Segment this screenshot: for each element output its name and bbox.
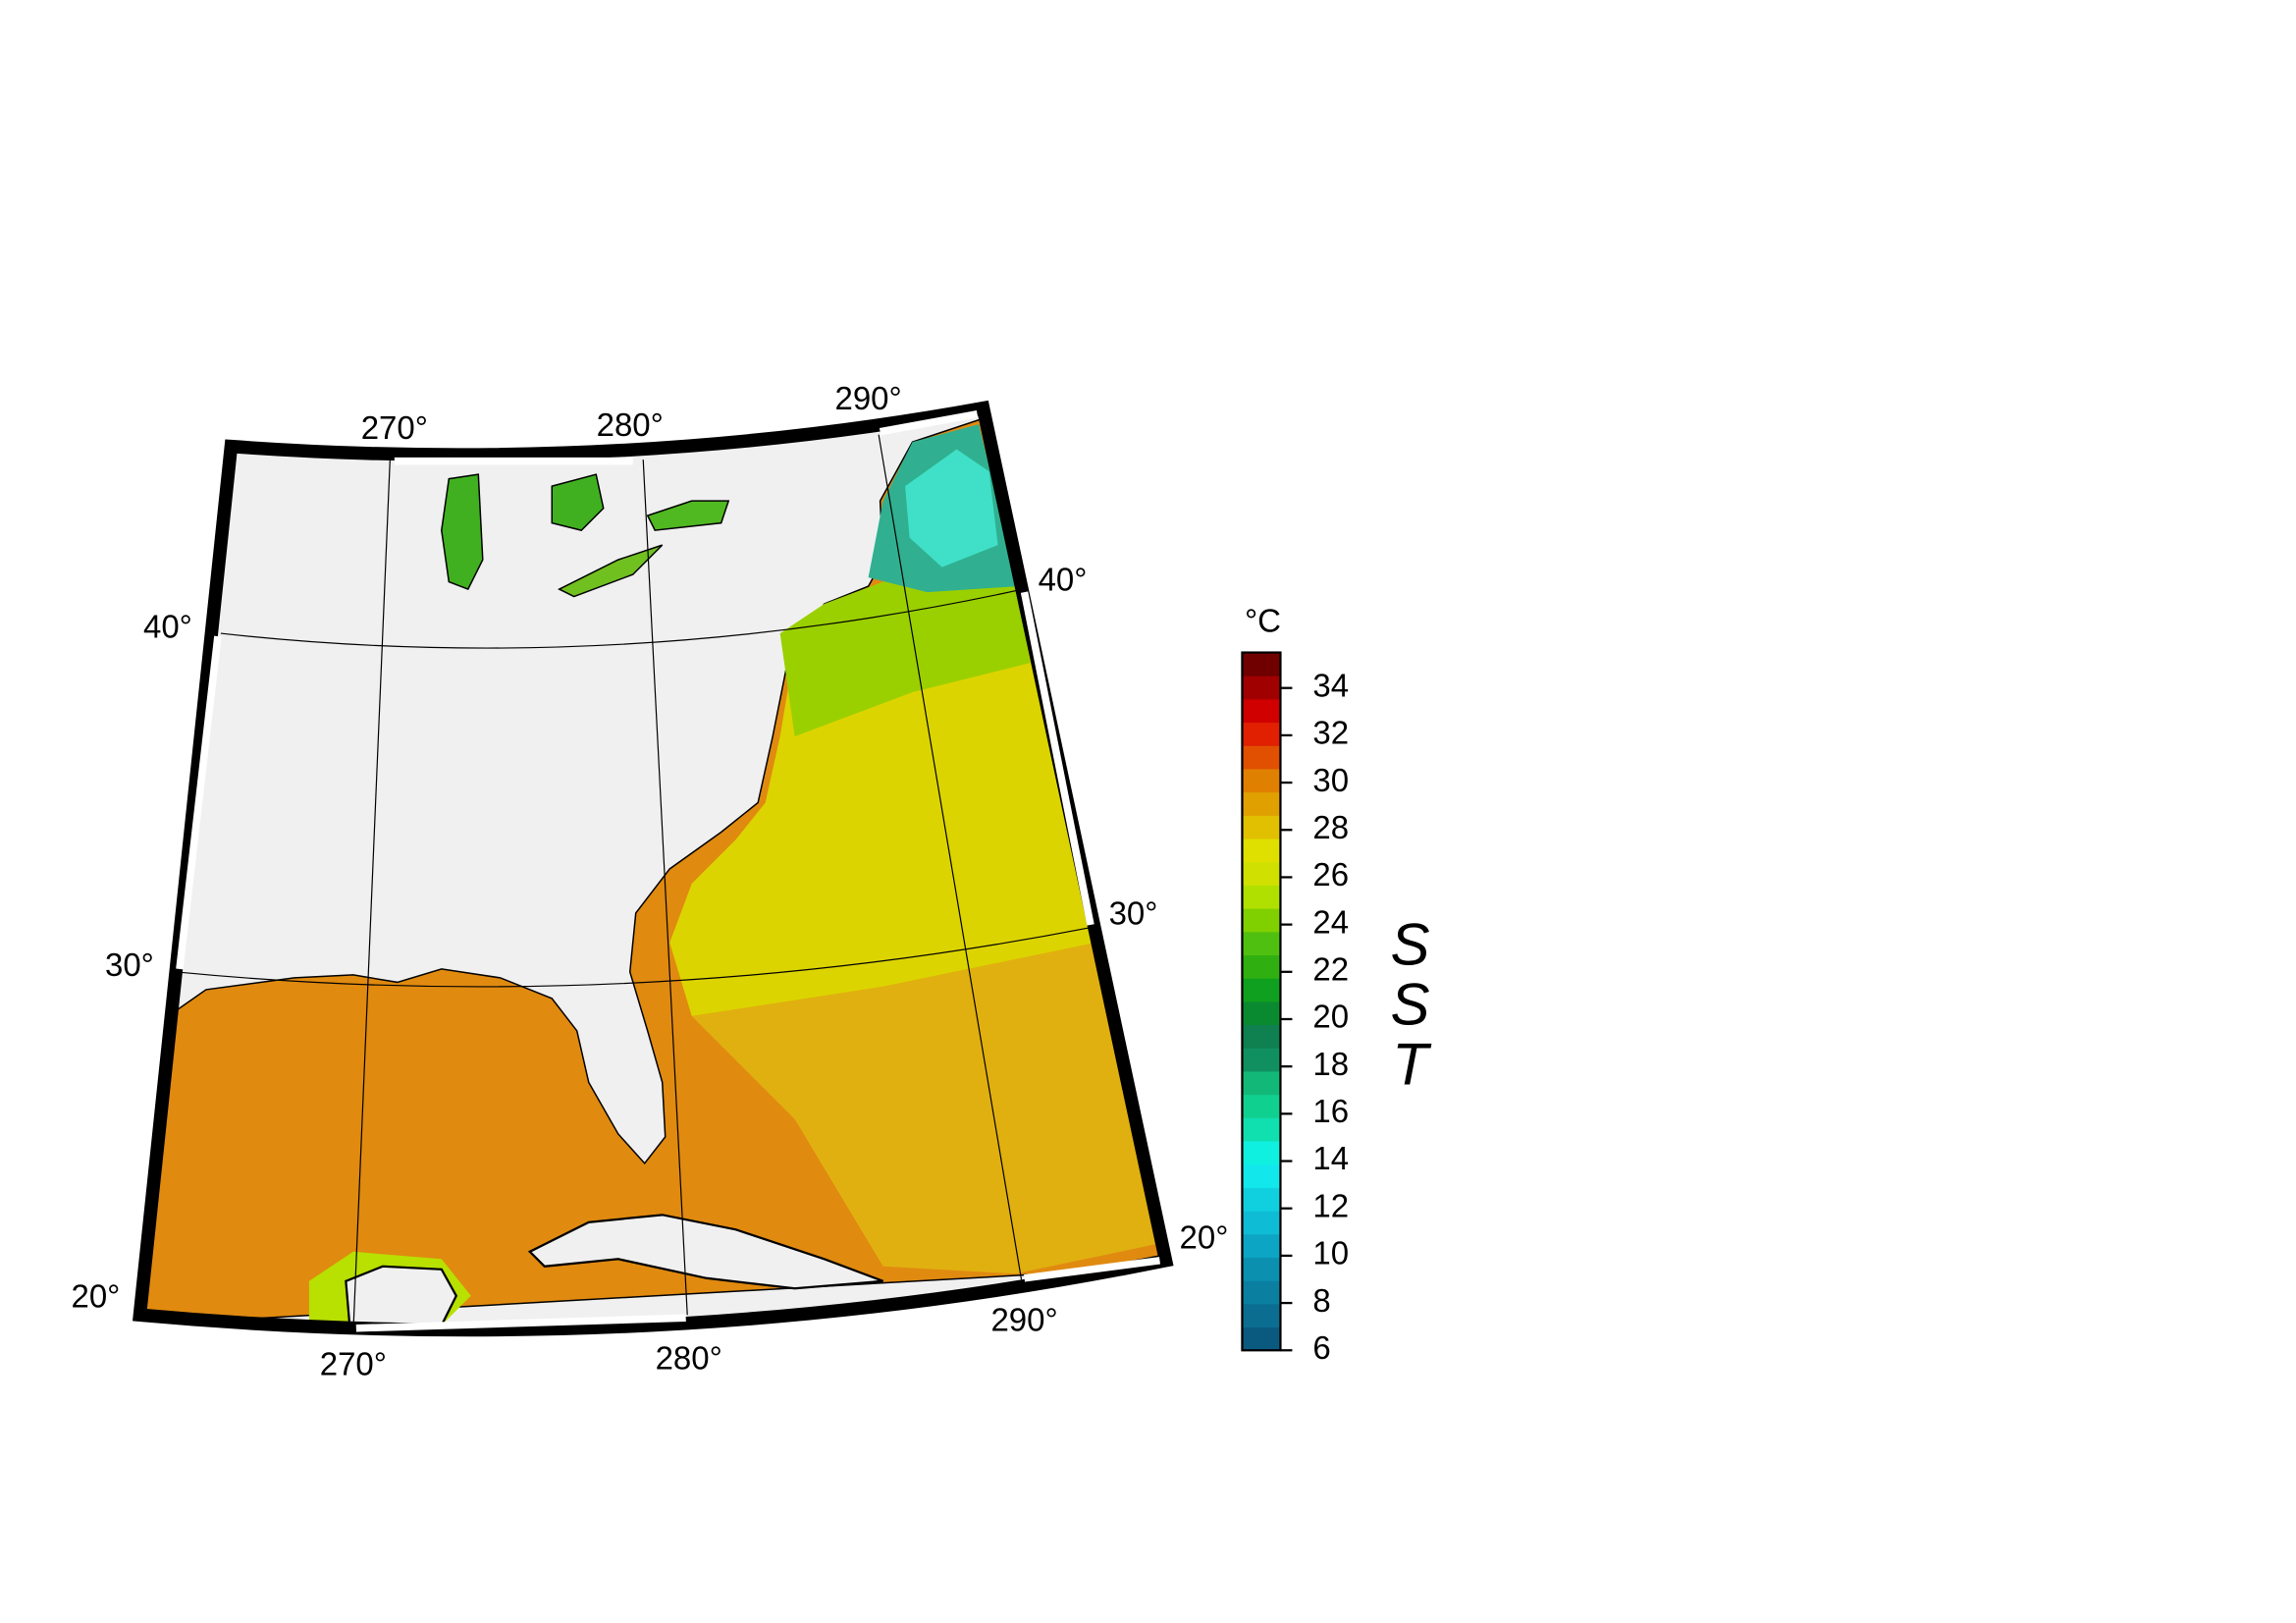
- coordinate-label: 20°: [1180, 1219, 1229, 1256]
- colorbar-unit: °C: [1245, 602, 1281, 638]
- colorbar-segment: [1242, 1117, 1281, 1142]
- coordinate-label: 40°: [1039, 561, 1088, 597]
- colorbar-segment: [1242, 1233, 1281, 1258]
- colorbar-segment: [1242, 1303, 1281, 1328]
- colorbar-segment: [1242, 861, 1281, 886]
- colorbar-segment: [1242, 769, 1281, 793]
- colorbar-segment: [1242, 908, 1281, 933]
- colorbar-tick-label: 28: [1312, 809, 1349, 845]
- colorbar-frame: [1241, 651, 1282, 1352]
- colorbar-segment: [1242, 1280, 1281, 1305]
- colorbar-segment: [1242, 815, 1281, 839]
- colorbar-tick-label: 34: [1312, 667, 1349, 703]
- colorbar-segment: [1242, 652, 1281, 676]
- colorbar-segment: [1242, 1187, 1281, 1212]
- map: 270° 280° 290° 270° 280° 290° 40° 30° 20° 40° 30° 2…: [72, 380, 1229, 1382]
- colorbar-segment: [1242, 698, 1281, 724]
- lake: [441, 473, 484, 591]
- colorbar-tick-label: 32: [1312, 715, 1349, 751]
- colorbar-segment: [1242, 1024, 1281, 1049]
- colorbar-tick-label: 20: [1312, 999, 1349, 1035]
- lake: [558, 544, 664, 598]
- coordinate-label: 40°: [143, 608, 192, 644]
- lake: [551, 473, 605, 531]
- sea-surface: [139, 411, 1166, 1330]
- colorbar-tick-label: 6: [1312, 1329, 1330, 1366]
- coordinate-label: 290°: [990, 1301, 1057, 1337]
- colorbar-segment: [1242, 1257, 1281, 1281]
- colorbar-segment: [1242, 676, 1281, 700]
- colorbar-tick-label: 24: [1312, 903, 1349, 940]
- colorbar-title: SST: [1377, 911, 1443, 1091]
- colorbar-tick-label: 10: [1312, 1235, 1349, 1271]
- colorbar-segment: [1242, 791, 1281, 816]
- colorbar-segment: [1242, 839, 1281, 863]
- colorbar-tick-label: 26: [1312, 856, 1349, 893]
- ocean-gold: [691, 942, 1155, 1274]
- coordinate-label: 30°: [1109, 895, 1158, 932]
- colorbar-segment: [1242, 722, 1281, 746]
- colorbar-segment: [1242, 1163, 1281, 1188]
- colorbar-tick-label: 16: [1312, 1093, 1349, 1129]
- colorbar-tick-label: 22: [1312, 951, 1349, 988]
- ocean-mild: [669, 581, 1097, 1016]
- colorbar-segment: [1242, 1048, 1281, 1072]
- ocean-cool: [779, 581, 1031, 737]
- colorbar-tick-label: 8: [1312, 1282, 1330, 1319]
- coordinate-label: 270°: [320, 1345, 387, 1381]
- colorbar-segment: [1242, 1070, 1281, 1096]
- colorbar-tick-label: 30: [1312, 762, 1349, 798]
- coordinate-label: 30°: [105, 947, 154, 983]
- coordinate-label: 290°: [835, 380, 902, 416]
- colorbar: °C SST 6 8 10 12 14 16 18 20 22 24 26 28 30 32 34: [1241, 602, 1443, 1366]
- colorbar-segment: [1242, 1211, 1281, 1235]
- colorbar-segment: [1242, 885, 1281, 909]
- ocean-colder: [905, 449, 998, 568]
- frame-ticks: [176, 409, 1160, 1332]
- graticule: [176, 434, 1090, 1330]
- lake: [646, 500, 730, 531]
- colorbar-segment: [1242, 745, 1281, 770]
- colorbar-segment: [1242, 978, 1281, 1002]
- coordinate-label: 270°: [361, 409, 428, 446]
- colorbar-tick-label: 12: [1312, 1187, 1349, 1223]
- cuba: [527, 1214, 884, 1290]
- colorbar-segment: [1242, 954, 1281, 979]
- coordinate-label: 280°: [597, 406, 664, 443]
- colorbar-segment: [1242, 931, 1281, 955]
- colorbar-segment: [1242, 1094, 1281, 1118]
- colorbar-segment: [1242, 1141, 1281, 1165]
- coordinate-label: 280°: [656, 1339, 722, 1376]
- coordinate-label: 20°: [72, 1278, 121, 1315]
- colorbar-tick-label: 14: [1312, 1140, 1349, 1176]
- colorbar-segment: [1242, 1326, 1281, 1351]
- colorbar-segment: [1242, 1001, 1281, 1026]
- colorbar-tick-label: 18: [1312, 1046, 1349, 1082]
- yucatan: [345, 1265, 458, 1330]
